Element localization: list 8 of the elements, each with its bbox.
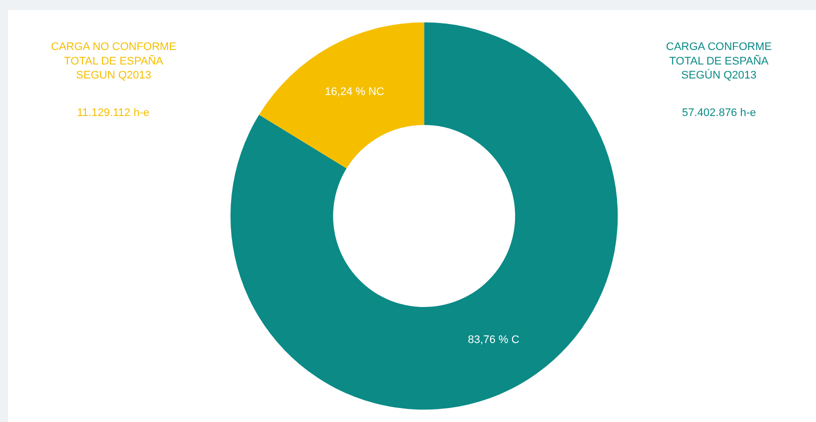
donut-slice (230, 22, 618, 410)
text: CARGA NO CONFORME TOTAL DE ESPAÑA SEGUN Q2013 (51, 41, 176, 82)
text: 57.402.876 h-e (682, 107, 756, 119)
data-label: 83,76 % C (468, 334, 520, 346)
text: 11.129.112 h-e (77, 107, 150, 119)
text: CARGA CONFORME TOTAL DE ESPAÑA SEGÚN Q2013 (666, 41, 772, 82)
donut-slice (259, 22, 424, 168)
data-label: 16,24 % NC (324, 86, 384, 98)
